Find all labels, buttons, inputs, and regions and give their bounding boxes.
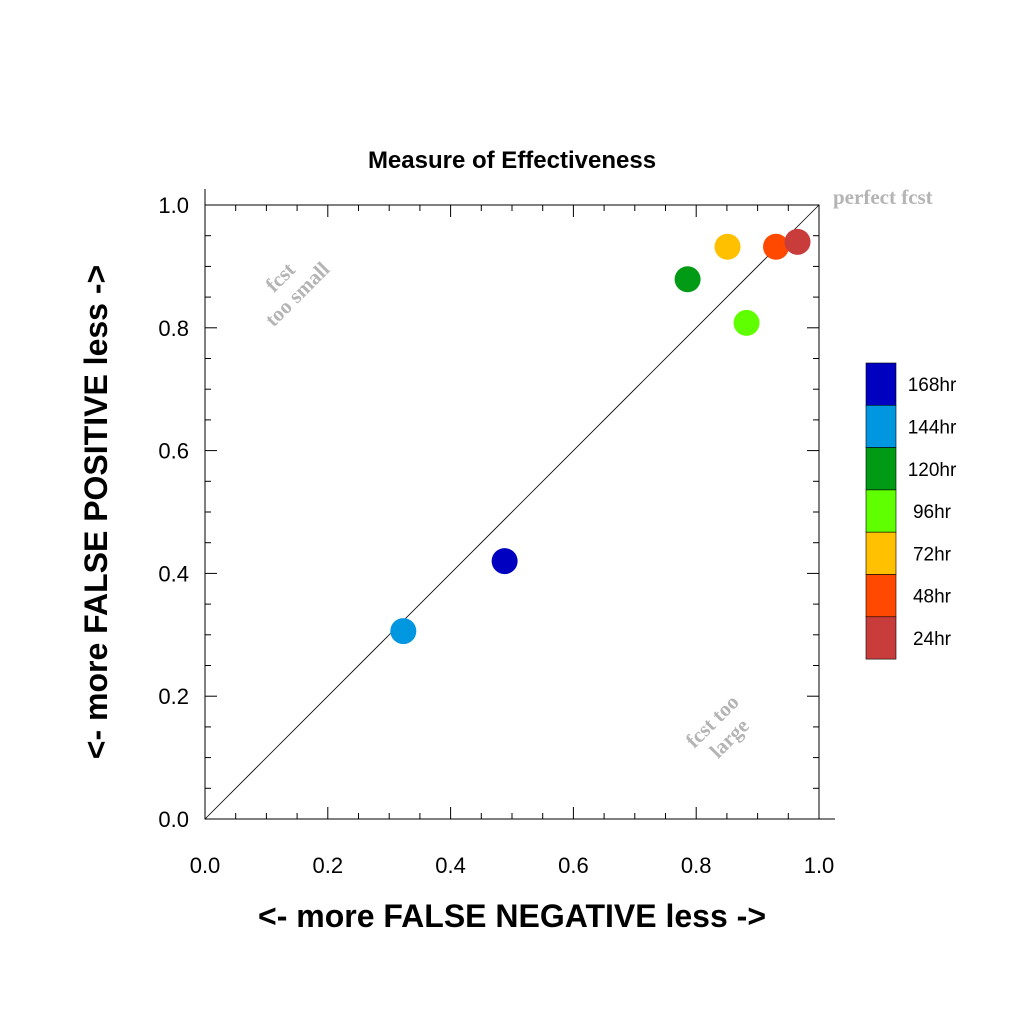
x-axis-label: <- more FALSE NEGATIVE less -> bbox=[258, 898, 766, 934]
legend-swatch-72hr bbox=[865, 531, 897, 575]
data-point-72hr bbox=[714, 233, 741, 260]
legend-label-72hr: 72hr bbox=[913, 544, 952, 565]
x-tick-label: 0.0 bbox=[190, 853, 221, 878]
y-tick-label: 0.2 bbox=[158, 684, 189, 709]
y-tick-label: 0.6 bbox=[158, 439, 189, 464]
y-tick-label: 1.0 bbox=[158, 193, 189, 218]
legend-swatch-120hr bbox=[865, 447, 897, 491]
legend: 168hr 144hr 120hr 96hr 72hr 48hr 24hr bbox=[865, 362, 957, 660]
data-point-168hr bbox=[491, 548, 518, 575]
x-tick-label: 0.4 bbox=[435, 853, 466, 878]
legend-swatch-96hr bbox=[865, 489, 897, 533]
perfect-fcst-annotation: perfect fcst bbox=[833, 185, 933, 209]
legend-swatch-48hr bbox=[865, 574, 897, 618]
y-tick-label: 0.4 bbox=[158, 561, 189, 586]
plot-area: 0.0 0.2 0.4 0.6 0.8 1.0 0.0 0.2 0.4 0.6 0.8 1.0 perf… bbox=[158, 185, 932, 878]
legend-label-24hr: 24hr bbox=[913, 629, 952, 650]
chart-title: Measure of Effectiveness bbox=[368, 147, 656, 174]
y-axis-label: <- more FALSE POSITIVE less -> bbox=[78, 265, 114, 759]
legend-swatch-168hr bbox=[865, 362, 897, 406]
data-point-48hr bbox=[763, 233, 790, 260]
legend-label-168hr: 168hr bbox=[908, 375, 957, 396]
legend-swatch-24hr bbox=[865, 616, 897, 660]
data-point-120hr bbox=[674, 266, 701, 293]
data-point-96hr bbox=[733, 309, 760, 336]
data-point-144hr bbox=[390, 618, 417, 645]
legend-label-120hr: 120hr bbox=[908, 460, 957, 481]
x-tick-label: 0.8 bbox=[681, 853, 712, 878]
y-tick-label: 0.0 bbox=[158, 807, 189, 832]
legend-label-96hr: 96hr bbox=[913, 502, 952, 523]
x-tick-label: 1.0 bbox=[804, 853, 835, 878]
legend-label-144hr: 144hr bbox=[908, 417, 957, 438]
diagonal-reference-line bbox=[204, 204, 820, 820]
x-tick-label: 0.6 bbox=[558, 853, 589, 878]
legend-label-48hr: 48hr bbox=[913, 587, 952, 608]
legend-swatch-144hr bbox=[865, 404, 897, 448]
y-tick-label: 0.8 bbox=[158, 316, 189, 341]
data-point-24hr bbox=[784, 228, 811, 255]
x-tick-label: 0.2 bbox=[313, 853, 344, 878]
